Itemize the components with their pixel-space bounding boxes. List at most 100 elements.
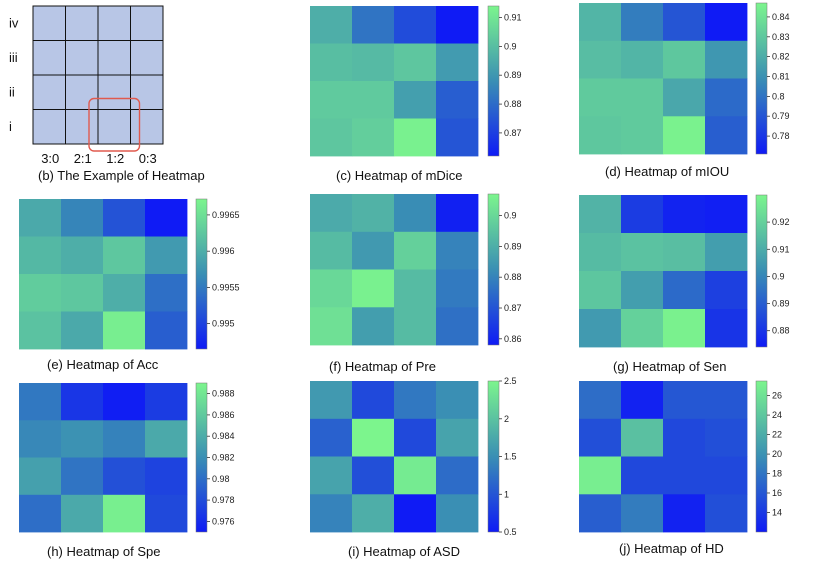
heatmap-cell — [621, 418, 664, 457]
heatmap-cell — [352, 6, 395, 44]
heatmap-cell — [394, 494, 437, 533]
example-col-label: 0:3 — [139, 151, 157, 166]
heatmap-cell — [19, 236, 62, 275]
colorbar-tick-label: 0.78 — [772, 131, 790, 141]
heatmap-cell — [145, 274, 188, 312]
colorbar — [195, 198, 208, 350]
example-col-label: 2:1 — [74, 151, 92, 166]
heatmap-caption: (h) Heatmap of Spe — [47, 544, 160, 559]
heatmap-cell — [436, 456, 479, 495]
heatmap-cell — [394, 381, 437, 420]
heatmap-cell — [61, 199, 104, 237]
heatmap-cell — [579, 195, 622, 234]
heatmap-cell — [579, 494, 622, 533]
colorbar — [755, 380, 768, 533]
colorbar-tick-label: 0.996 — [212, 246, 235, 256]
heatmap-cell — [579, 3, 622, 42]
colorbar-tick-label: 0.976 — [212, 516, 235, 526]
heatmap-cell — [705, 78, 748, 117]
colorbar-tick-label: 0.91 — [504, 13, 522, 23]
colorbar-tick-label: 0.87 — [504, 303, 522, 313]
colorbar-tick-label: 1.5 — [504, 452, 517, 462]
colorbar — [755, 194, 768, 348]
heatmap-cell — [19, 199, 62, 237]
heatmap-cell — [352, 307, 395, 346]
heatmap-cell — [61, 274, 104, 312]
heatmap-h: 0.988 0.986 0.984 0.982 0.98 0.978 0.976 (h) He… — [19, 382, 235, 559]
colorbar-tick-label: 14 — [772, 508, 782, 518]
heatmap-cell — [394, 6, 437, 44]
heatmap-cell — [621, 3, 664, 42]
heatmap-cell — [579, 78, 622, 117]
example-cell — [97, 109, 131, 145]
heatmap-cell — [352, 418, 395, 457]
colorbar-tick-label: 0.9 — [772, 271, 785, 281]
heatmap-c: 0.91 0.9 0.89 0.88 0.87 (c) Heatmap of mDice — [310, 5, 522, 183]
heatmap-cell — [621, 271, 664, 310]
heatmap-caption: (f) Heatmap of Pre — [329, 359, 436, 374]
example-col-label: 3:0 — [41, 151, 59, 166]
heatmap-cell — [103, 311, 146, 350]
heatmap-cell — [663, 418, 706, 457]
heatmap-cell — [310, 381, 353, 420]
heatmap-cell — [394, 456, 437, 495]
heatmap-e: 0.9965 0.996 0.9955 0.995 (e) Heatmap of Acc — [19, 198, 240, 372]
heatmap-cell — [663, 78, 706, 117]
colorbar-tick-label: 0.88 — [504, 99, 522, 109]
heatmap-cell — [145, 494, 188, 533]
heatmap-cell — [145, 199, 188, 237]
heatmap-cell — [394, 194, 437, 233]
example-row-label: iii — [9, 50, 18, 65]
colorbar-tick-label: 18 — [772, 469, 782, 479]
heatmap-cell — [61, 420, 104, 458]
heatmap-cell — [352, 43, 395, 82]
heatmap-cell — [621, 309, 664, 348]
colorbar-tick-label: 0.982 — [212, 453, 235, 463]
example-cell — [65, 40, 99, 76]
heatmap-cell — [352, 269, 395, 308]
heatmap-cell — [352, 381, 395, 420]
heatmap-cell — [145, 236, 188, 275]
heatmap-cell — [310, 118, 353, 157]
colorbar-tick-label: 0.88 — [772, 326, 790, 336]
heatmap-cell — [621, 116, 664, 155]
heatmap-cell — [310, 494, 353, 533]
colorbar-tick-label: 0.86 — [504, 334, 522, 344]
heatmap-caption: (d) Heatmap of mIOU — [605, 164, 729, 179]
heatmap-cell — [621, 381, 664, 420]
heatmap-cell — [579, 271, 622, 310]
heatmap-cell — [394, 418, 437, 457]
heatmap-cell — [352, 81, 395, 119]
heatmap-cell — [705, 309, 748, 348]
heatmap-cell — [579, 418, 622, 457]
heatmap-caption: (j) Heatmap of HD — [619, 541, 724, 556]
heatmap-cell — [103, 383, 146, 421]
example-cell — [65, 5, 99, 41]
heatmap-cell — [436, 43, 479, 82]
heatmap-caption: (c) Heatmap of mDice — [336, 168, 462, 183]
heatmap-cell — [705, 40, 748, 79]
colorbar-tick-label: 0.81 — [772, 72, 790, 82]
colorbar-tick-label: 26 — [772, 391, 782, 401]
heatmap-cell — [61, 311, 104, 350]
colorbar — [195, 382, 208, 533]
heatmap-cell — [663, 116, 706, 155]
heatmap-cell — [310, 43, 353, 82]
colorbar-tick-label: 0.984 — [212, 431, 235, 441]
colorbar — [755, 2, 768, 155]
heatmap-cell — [436, 381, 479, 420]
example-row-label: ii — [9, 84, 15, 99]
heatmap-cell — [705, 381, 748, 420]
heatmap-cell — [352, 456, 395, 495]
heatmap-cell — [145, 311, 188, 350]
colorbar-tick-label: 0.89 — [504, 70, 522, 80]
colorbar-tick-label: 16 — [772, 488, 782, 498]
colorbar-tick-label: 20 — [772, 449, 782, 459]
heatmap-cell — [394, 81, 437, 119]
example-cell — [65, 74, 99, 110]
example-cell — [130, 40, 164, 76]
colorbar-tick-label: 0.9 — [504, 211, 517, 221]
colorbar-tick-label: 1 — [504, 489, 509, 499]
colorbar-tick-label: 0.995 — [212, 319, 235, 329]
